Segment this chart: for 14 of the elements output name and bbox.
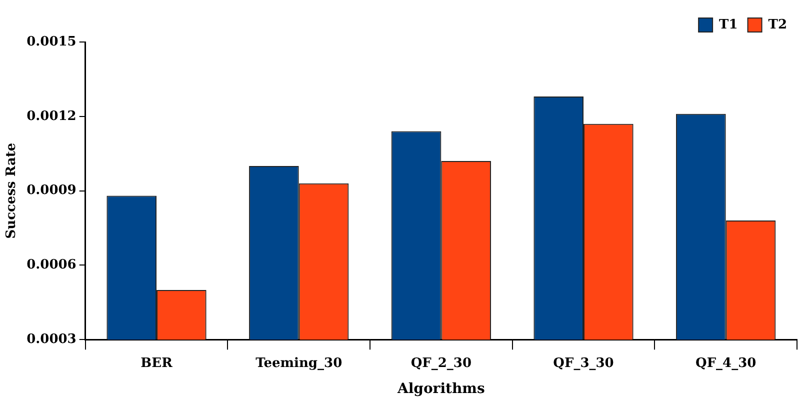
y-tick-label: 0.0006: [26, 258, 76, 273]
x-tick-label: QF_3_30: [553, 356, 614, 371]
x-tick-label: QF_2_30: [410, 356, 472, 371]
y-tick-label: 0.0012: [26, 108, 76, 124]
y-tick-label: 0.0003: [26, 332, 76, 347]
x-tick-label: QF_4_30: [695, 356, 756, 371]
x-tick-label: BER: [140, 356, 173, 371]
y-tick-label: 0.0015: [26, 34, 76, 50]
y-tick-label: 0.0009: [26, 183, 76, 198]
legend-label: T2: [768, 17, 788, 32]
x-axis-title: Algorithms: [396, 381, 485, 398]
y-axis-title: Success Rate: [4, 142, 20, 239]
x-tick-label: Teeming_30: [256, 356, 342, 371]
legend-label: T1: [719, 17, 738, 32]
